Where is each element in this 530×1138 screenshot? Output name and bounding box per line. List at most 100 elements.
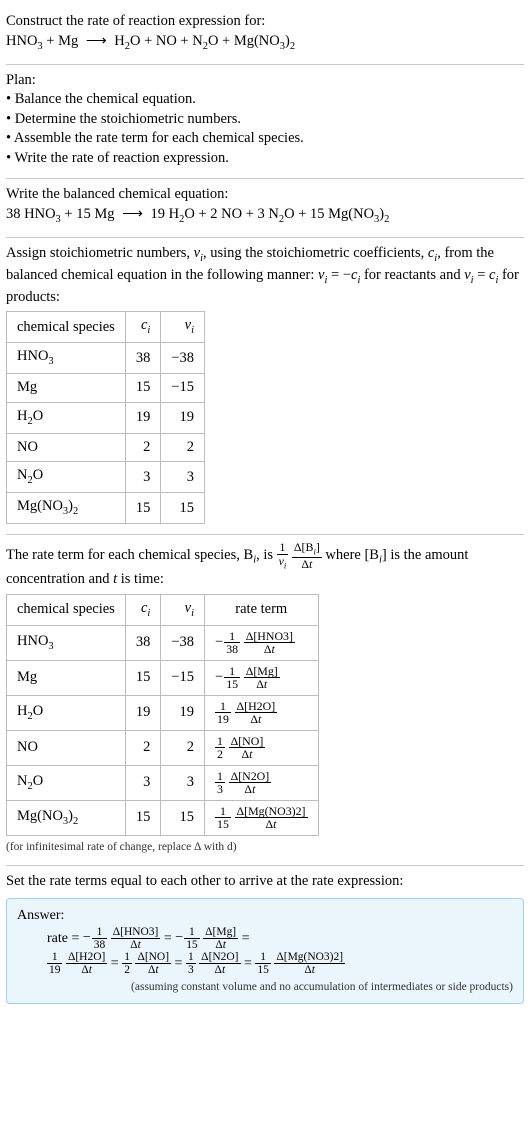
den: 3 — [186, 964, 196, 976]
cell: 3 — [161, 765, 205, 800]
dspec: [Mg(NO3)2] — [284, 951, 343, 963]
cell: NO — [7, 730, 126, 765]
cell: H2O — [7, 695, 126, 730]
cell: NO — [7, 433, 126, 462]
unbalanced-equation: HNO3 + Mg ⟶ H2O + NO + N2O + Mg(NO3)2 — [6, 32, 524, 54]
cell: 2 — [125, 433, 161, 462]
cell: N2O — [7, 765, 126, 800]
cell: 3 — [125, 765, 161, 800]
cell: 15 — [161, 493, 205, 524]
table-row: Mg 15 −15 −115 Δ[Mg]Δt — [7, 660, 319, 695]
plan-item: • Assemble the rate term for each chemic… — [6, 129, 524, 149]
col-ci: ci — [125, 594, 161, 625]
dspec: [Mg(NO3)2] — [244, 804, 305, 818]
table2-footnote: (for infinitesimal rate of change, repla… — [6, 840, 524, 856]
sign: − — [83, 930, 92, 945]
cell: N2O — [7, 462, 126, 493]
den: 38 — [92, 939, 107, 951]
table-row: Mg(NO3)21515 — [7, 493, 205, 524]
sign: − — [175, 930, 184, 945]
plan-title: Plan: — [6, 71, 524, 91]
answer-footnote: (assuming constant volume and no accumul… — [17, 980, 513, 996]
cell: 19 — [161, 402, 205, 433]
section-assign: Assign stoichiometric numbers, νi , using… — [6, 238, 524, 535]
dspec: [HNO3] — [120, 926, 158, 938]
coef: 15 — [310, 206, 325, 222]
frac-dB-dt: Δ[Bi]Δt — [292, 541, 322, 570]
construct-line1: Construct the rate of reaction expressio… — [6, 12, 524, 32]
cell-rate: 12 Δ[NO]Δt — [205, 730, 318, 765]
cell: 15 — [125, 374, 161, 403]
cell: −15 — [161, 660, 205, 695]
cell: 15 — [125, 800, 161, 835]
cell: 38 — [125, 343, 161, 374]
cell: 19 — [161, 695, 205, 730]
table-header-row: chemical species ci νi — [7, 312, 205, 343]
rate-term-table: chemical species ci νi rate term HNO3 38… — [6, 594, 319, 836]
rate-term-intro: The rate term for each chemical species,… — [6, 541, 524, 589]
assign-text: Assign stoichiometric numbers, νi, using… — [6, 244, 524, 308]
table-row: NO22 — [7, 433, 205, 462]
plan-item-text: Write the rate of reaction expression. — [14, 150, 228, 166]
cell: 3 — [125, 462, 161, 493]
cell-rate: −138 Δ[HNO3]Δt — [205, 625, 318, 660]
plan-item: • Write the rate of reaction expression. — [6, 149, 524, 169]
cell: 2 — [161, 433, 205, 462]
table-row: H2O 19 19 119 Δ[H2O]Δt — [7, 695, 319, 730]
cell: 3 — [161, 462, 205, 493]
dspec: [HNO3] — [253, 629, 293, 643]
txt: where — [325, 547, 364, 563]
txt: , using the stoichiometric coefficients, — [203, 245, 428, 261]
den: 2 — [215, 748, 225, 760]
col-ci: ci — [125, 312, 161, 343]
cell: Mg(NO3)2 — [7, 800, 126, 835]
den: 19 — [215, 713, 231, 725]
table-row: Mg15−15 — [7, 374, 205, 403]
cell: −38 — [161, 625, 205, 660]
cell: Mg — [7, 374, 126, 403]
cell: Mg — [7, 660, 126, 695]
section-rate-term: The rate term for each chemical species,… — [6, 535, 524, 866]
cell: HNO3 — [7, 625, 126, 660]
balanced-intro: Write the balanced chemical equation: — [6, 185, 524, 205]
coef: 2 — [210, 206, 217, 222]
set-equal-text: Set the rate terms equal to each other t… — [6, 872, 524, 892]
dspec: [H2O] — [244, 699, 275, 713]
dspec: [NO] — [238, 734, 263, 748]
dspec: [Mg] — [253, 664, 277, 678]
cell: 19 — [125, 695, 161, 730]
cell: Mg(NO3)2 — [7, 493, 126, 524]
table-row: H2O1919 — [7, 402, 205, 433]
plan-item: • Balance the chemical equation. — [6, 90, 524, 110]
dspec: [N2O] — [209, 951, 239, 963]
cell: H2O — [7, 402, 126, 433]
answer-label: Answer: — [17, 907, 513, 926]
sign: − — [215, 634, 224, 650]
cell: 38 — [125, 625, 161, 660]
col-nui: νi — [161, 312, 205, 343]
den: 15 — [215, 818, 231, 830]
txt: Assign stoichiometric numbers, — [6, 245, 194, 261]
col-nui: νi — [161, 594, 205, 625]
coef: 15 — [76, 206, 91, 222]
table-row: Mg(NO3)2 15 15 115 Δ[Mg(NO3)2]Δt — [7, 800, 319, 835]
coef: 3 — [258, 206, 265, 222]
txt: The rate term for each chemical species, — [6, 547, 244, 563]
den: 15 — [184, 939, 199, 951]
section-construct: Construct the rate of reaction expressio… — [6, 6, 524, 65]
den: 15 — [224, 678, 240, 690]
col-species: chemical species — [7, 312, 126, 343]
table-row: N2O 3 3 13 Δ[N2O]Δt — [7, 765, 319, 800]
cell: 19 — [125, 402, 161, 433]
dspec: [NO] — [145, 951, 169, 963]
table-row: HNO338−38 — [7, 343, 205, 374]
dspec: [N2O] — [238, 769, 269, 783]
frac-1-over-nu: 1νi — [277, 541, 289, 570]
table-row: NO 2 2 12 Δ[NO]Δt — [7, 730, 319, 765]
coef: 19 — [151, 206, 166, 222]
cell-rate: 115 Δ[Mg(NO3)2]Δt — [205, 800, 318, 835]
den: 3 — [215, 783, 225, 795]
sign: − — [215, 669, 224, 685]
cell: 2 — [161, 730, 205, 765]
balanced-equation: 38 HNO3 + 15 Mg ⟶ 19 H2O + 2 NO + 3 N2O … — [6, 205, 524, 227]
